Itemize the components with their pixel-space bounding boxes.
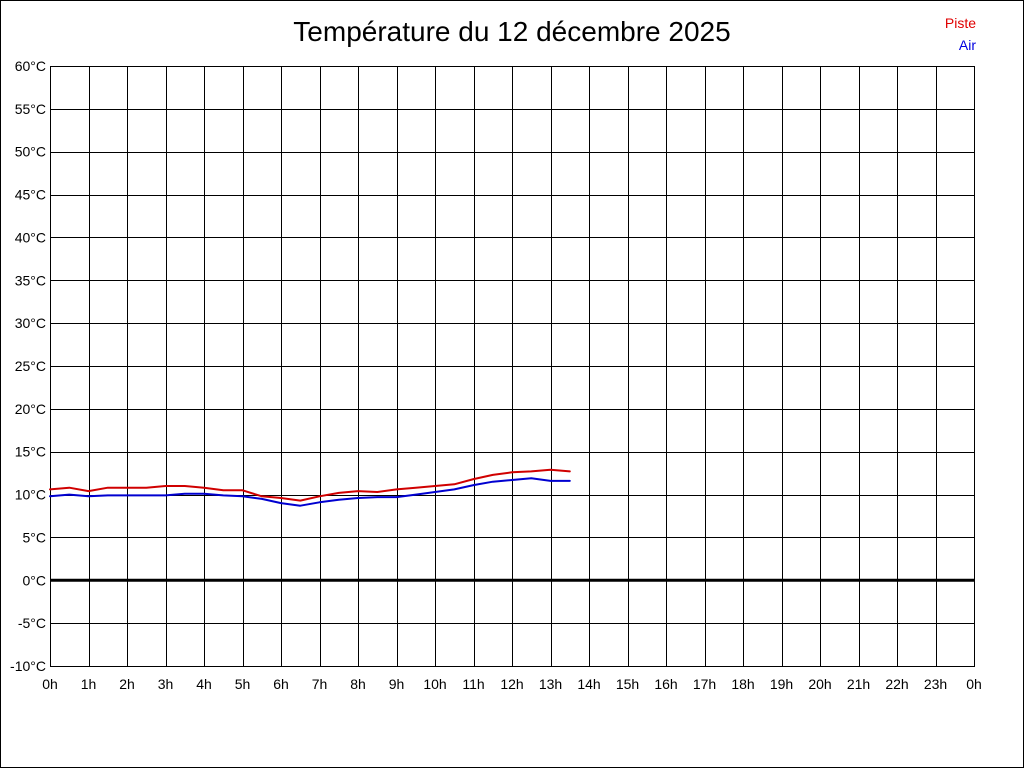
y-tick-label: 30°C xyxy=(15,315,46,331)
x-tick-label: 16h xyxy=(654,676,677,692)
series-line-piste xyxy=(49,468,571,502)
y-tick-label: 50°C xyxy=(15,144,46,160)
x-tick-label: 0h xyxy=(966,676,982,692)
y-tick-label: 5°C xyxy=(23,529,47,545)
x-tick-label: 17h xyxy=(693,676,716,692)
legend-item-piste: Piste xyxy=(944,15,976,31)
y-tick-label: 35°C xyxy=(15,272,46,288)
x-tick-label: 20h xyxy=(808,676,831,692)
x-tick-label: 3h xyxy=(158,676,174,692)
x-tick-label: 6h xyxy=(273,676,289,692)
x-tick-label: 4h xyxy=(196,676,212,692)
y-tick-label: 55°C xyxy=(15,101,46,117)
x-tick-label: 22h xyxy=(885,676,908,692)
chart-title: Température du 12 décembre 2025 xyxy=(293,16,731,47)
x-tick-label: 11h xyxy=(462,676,484,692)
y-tick-label: 15°C xyxy=(15,444,46,460)
y-tick-label: 10°C xyxy=(15,487,46,503)
x-axis-ticks: 0h 1h 2h 3h 4h 5h 6h 7h 8h 9h 10h 11h 12h 13h 14h 15h 16… xyxy=(42,676,982,692)
series-line-air xyxy=(49,477,571,507)
y-tick-label: 45°C xyxy=(15,187,46,203)
x-tick-label: 8h xyxy=(350,676,366,692)
x-tick-label: 7h xyxy=(312,676,328,692)
x-tick-label: 14h xyxy=(577,676,600,692)
x-tick-label: 1h xyxy=(81,676,97,692)
x-tick-label: 23h xyxy=(924,676,947,692)
x-tick-label: 18h xyxy=(731,676,754,692)
x-tick-label: 19h xyxy=(770,676,793,692)
x-tick-label: 13h xyxy=(539,676,562,692)
y-tick-label: 20°C xyxy=(15,401,46,417)
legend: Piste Air xyxy=(945,12,976,56)
x-tick-label: 9h xyxy=(389,676,405,692)
grid xyxy=(50,66,975,667)
x-tick-label: 5h xyxy=(235,676,251,692)
y-axis-ticks: 60°C 55°C 50°C 45°C 40°C 35°C 30°C 25°C 20°C 15°C… xyxy=(10,58,46,674)
x-tick-label: 10h xyxy=(423,676,446,692)
x-tick-label: 2h xyxy=(119,676,135,692)
x-tick-label: 21h xyxy=(847,676,870,692)
x-tick-label: 0h xyxy=(42,676,58,692)
y-tick-label: 0°C xyxy=(23,572,47,588)
y-tick-label: -10°C xyxy=(10,658,46,674)
y-tick-label: -5°C xyxy=(18,615,46,631)
y-tick-label: 25°C xyxy=(15,358,46,374)
y-tick-label: 40°C xyxy=(15,229,46,245)
y-tick-label: 60°C xyxy=(15,58,46,74)
x-tick-label: 12h xyxy=(500,676,523,692)
x-tick-label: 15h xyxy=(616,676,639,692)
series-layer xyxy=(49,468,571,507)
legend-item-air: Air xyxy=(958,37,976,53)
